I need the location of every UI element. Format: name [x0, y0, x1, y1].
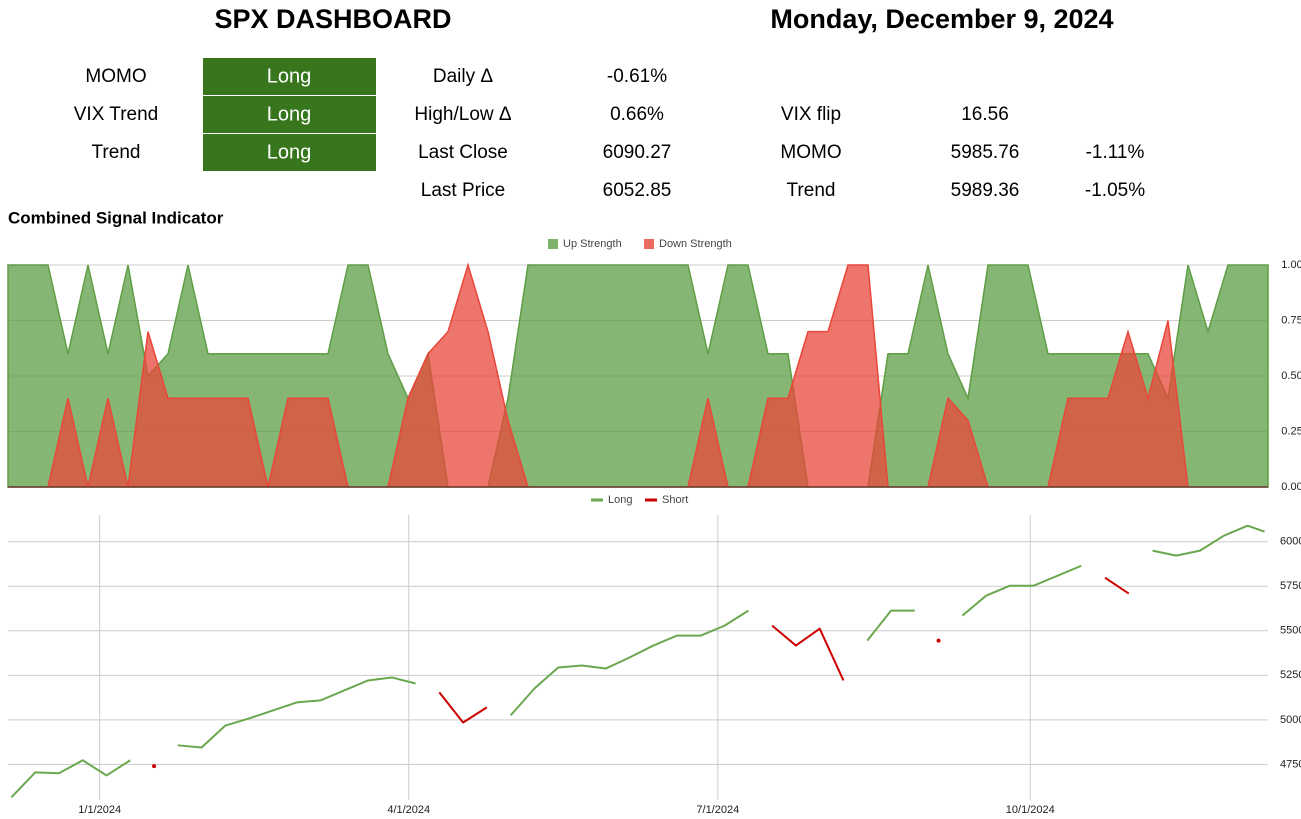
level-label: VIX flip: [781, 104, 841, 125]
line: [961, 564, 1082, 617]
y-tick-label: 4750: [1280, 758, 1301, 770]
stat-value: 6052.85: [603, 180, 672, 201]
line: [866, 609, 915, 642]
x-tick-label: 10/1/2024: [1006, 804, 1055, 816]
stat-label: Last Close: [418, 142, 508, 163]
stat-label: Daily Δ: [433, 66, 494, 87]
y-tick-label: 5000: [1280, 714, 1301, 726]
legend-label: Long: [608, 494, 632, 506]
y-tick-label: 0.00: [1281, 481, 1301, 493]
level-value: 5985.76: [951, 142, 1020, 163]
stat-label: High/Low Δ: [414, 104, 511, 125]
level-value: 16.56: [961, 104, 1009, 125]
y-tick-label: 1.00: [1281, 259, 1301, 271]
x-tick-label: 1/1/2024: [78, 804, 121, 816]
line: [177, 676, 416, 749]
level-value: 5989.36: [951, 180, 1020, 201]
point: [152, 764, 157, 769]
signal-value: Long: [267, 65, 312, 87]
signal-label: MOMO: [85, 66, 146, 87]
stat-value: 6090.27: [603, 142, 672, 163]
level-label: MOMO: [780, 142, 841, 163]
line: [509, 609, 749, 717]
legend-label: Short: [662, 494, 688, 506]
signal-label: Trend: [92, 142, 141, 163]
line: [771, 624, 845, 681]
y-tick-label: 0.75: [1281, 314, 1301, 326]
y-tick-label: 0.50: [1281, 370, 1301, 382]
signal-value: Long: [267, 141, 312, 163]
dashboard-title: SPX DASHBOARD: [214, 4, 451, 34]
level-change: -1.05%: [1085, 180, 1145, 201]
stat-value: 0.66%: [610, 104, 664, 125]
signal-label: VIX Trend: [74, 104, 159, 125]
legend-label: Down Strength: [659, 238, 732, 250]
chart-title: Combined Signal Indicator: [8, 208, 224, 227]
y-tick-label: 6000: [1280, 536, 1301, 548]
x-tick-label: 7/1/2024: [696, 804, 739, 816]
y-tick-label: 0.25: [1281, 425, 1301, 437]
legend-swatch: [644, 239, 654, 249]
signal-value: Long: [267, 103, 312, 125]
line: [438, 691, 488, 724]
signal-box: [203, 96, 376, 133]
stat-label: Last Price: [421, 180, 505, 201]
legend-swatch: [548, 239, 558, 249]
line: [1104, 576, 1130, 595]
stat-value: -0.61%: [607, 66, 667, 87]
level-change: -1.11%: [1086, 142, 1145, 163]
signal-box: [203, 58, 376, 95]
dashboard-date: Monday, December 9, 2024: [770, 4, 1113, 34]
y-tick-label: 5250: [1280, 669, 1301, 681]
point: [936, 638, 941, 643]
legend-label: Up Strength: [563, 238, 622, 250]
y-tick-label: 5750: [1280, 580, 1301, 592]
line: [1152, 524, 1265, 557]
line: [10, 759, 131, 799]
signal-box: [203, 134, 376, 171]
level-label: Trend: [787, 180, 836, 201]
x-tick-label: 4/1/2024: [387, 804, 430, 816]
